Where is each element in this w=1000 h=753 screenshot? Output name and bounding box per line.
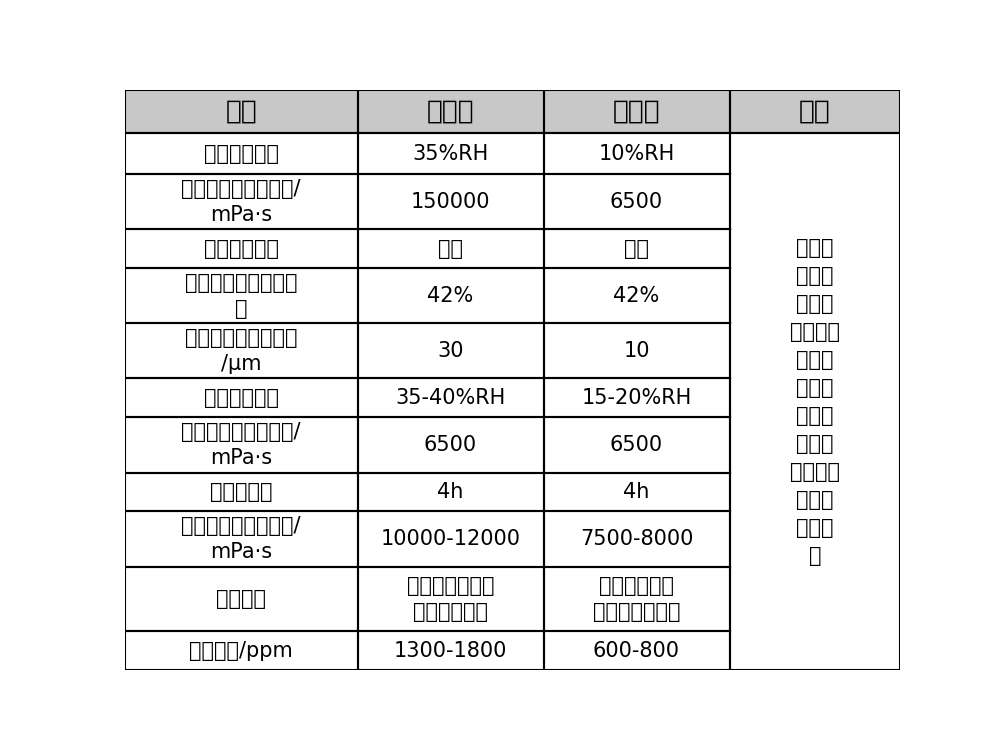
Text: 15-20%RH: 15-20%RH	[581, 388, 692, 408]
Text: 42%: 42%	[427, 286, 474, 306]
Text: 对比例: 对比例	[427, 99, 474, 125]
Text: 极片表面较均
匀，面密度稳定: 极片表面较均 匀，面密度稳定	[593, 576, 680, 622]
Bar	[358, 90, 544, 133]
Text: 1300-1800: 1300-1800	[394, 641, 507, 660]
Text: 600-800: 600-800	[593, 641, 680, 660]
Text: 42%: 42%	[613, 286, 660, 306]
Text: 涂布环境湿度: 涂布环境湿度	[204, 388, 279, 408]
Text: 30: 30	[437, 341, 464, 361]
Text: 10: 10	[623, 341, 650, 361]
Text: 7500-8000: 7500-8000	[580, 529, 693, 549]
Text: 备注: 备注	[799, 99, 831, 125]
Text: 匀浆结束时浆料粘度/
mPa·s: 匀浆结束时浆料粘度/ mPa·s	[182, 178, 301, 225]
Text: 6500: 6500	[610, 192, 663, 212]
Text: 浆料的流动性: 浆料的流动性	[204, 239, 279, 259]
Text: 4h: 4h	[623, 482, 650, 502]
Text: 良好: 良好	[624, 239, 649, 259]
Text: 4h: 4h	[437, 482, 464, 502]
Text: 极片表面粗糙、
面密度不稳定: 极片表面粗糙、 面密度不稳定	[407, 576, 494, 622]
Text: 不好: 不好	[438, 239, 463, 259]
Text: 项目: 项目	[225, 99, 257, 125]
Bar	[730, 90, 900, 133]
Text: 涂布共耗时: 涂布共耗时	[210, 482, 272, 502]
Text: 涂布结束时浆料粘度/
mPa·s: 涂布结束时浆料粘度/ mPa·s	[182, 516, 301, 562]
Text: 10000-12000: 10000-12000	[381, 529, 520, 549]
Text: 涂布开始时浆料粘度/
mPa·s: 涂布开始时浆料粘度/ mPa·s	[182, 422, 301, 468]
Text: 极片水分/ppm: 极片水分/ppm	[189, 641, 293, 660]
Bar	[544, 90, 730, 133]
Text: 10%RH: 10%RH	[598, 144, 675, 164]
Text: 150000: 150000	[411, 192, 490, 212]
Text: 35%RH: 35%RH	[412, 144, 489, 164]
Text: 匀浆结束时浆料细度
/μm: 匀浆结束时浆料细度 /μm	[185, 328, 298, 374]
Text: 匀浆环境湿度: 匀浆环境湿度	[204, 144, 279, 164]
Bar	[125, 90, 358, 133]
Text: 实施例: 实施例	[613, 99, 660, 125]
Text: 35-40%RH: 35-40%RH	[395, 388, 506, 408]
Text: 6500: 6500	[610, 435, 663, 455]
Text: 6500: 6500	[424, 435, 477, 455]
Text: 匀浆结束时浆料固含
量: 匀浆结束时浆料固含 量	[185, 273, 298, 319]
Text: 涂布效果: 涂布效果	[216, 589, 266, 609]
Text: 浆料粘
度太大
时无法
涂布，一
般要将
固含重
新调低
降低粘
度，以保
证能够
正常涂
布: 浆料粘 度太大 时无法 涂布，一 般要将 固含重 新调低 降低粘 度，以保 证能…	[790, 238, 840, 566]
